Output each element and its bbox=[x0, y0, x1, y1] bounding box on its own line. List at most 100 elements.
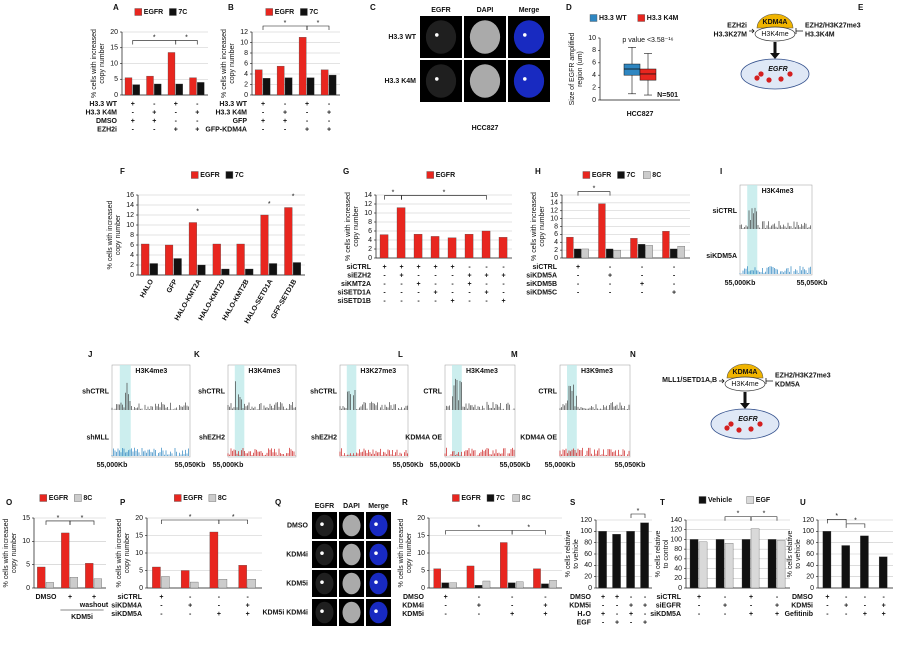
nucleus bbox=[469, 64, 501, 98]
egfr-signal bbox=[320, 522, 324, 526]
y-tick-label: 8 bbox=[244, 50, 248, 57]
y-tick-label: 15 bbox=[417, 532, 425, 539]
bar bbox=[124, 77, 133, 96]
row-label: GFP bbox=[233, 118, 248, 125]
y-axis-label: copy number bbox=[11, 532, 18, 573]
sample-label: CTRL bbox=[423, 388, 442, 395]
amplicon bbox=[736, 427, 742, 433]
row-mark: + bbox=[433, 289, 437, 296]
sample-label: KDM4A OE bbox=[520, 434, 557, 441]
significance-bracket bbox=[401, 195, 487, 200]
row-mark: - bbox=[383, 298, 386, 305]
amplicon bbox=[766, 77, 772, 83]
row-mark: - bbox=[826, 602, 829, 609]
nucleus bbox=[315, 572, 334, 595]
significance-label: * bbox=[317, 20, 320, 27]
cell bbox=[710, 408, 780, 440]
bar bbox=[860, 535, 869, 589]
y-axis-label: to vehicle bbox=[795, 539, 802, 569]
highlight bbox=[346, 365, 357, 457]
coordinate-label: 55,000Kb bbox=[545, 462, 576, 469]
row-mark: - bbox=[400, 298, 403, 305]
bar bbox=[221, 268, 230, 276]
y-axis-label: % cells with increased bbox=[116, 518, 123, 587]
row-mark: + bbox=[775, 611, 779, 618]
y-tick-label: 100 bbox=[802, 528, 814, 535]
row-label: KDM5i bbox=[791, 602, 813, 609]
bar bbox=[197, 82, 205, 96]
y-tick-label: 10 bbox=[126, 222, 134, 229]
y-axis-label: copy number bbox=[124, 532, 131, 573]
row-mark: + bbox=[629, 602, 633, 609]
row-mark: + bbox=[159, 594, 163, 601]
significance-label: * bbox=[835, 513, 838, 520]
row-label: EZH2i bbox=[97, 126, 117, 133]
row-mark: - bbox=[577, 281, 580, 288]
highlight bbox=[747, 185, 758, 275]
nucleus bbox=[315, 601, 334, 624]
track-mark-label: H3K9me3 bbox=[581, 368, 613, 375]
row-label: DMSO bbox=[96, 118, 118, 125]
row-mark: - bbox=[485, 264, 488, 271]
row-mark: + bbox=[444, 594, 448, 601]
y-tick-label: 2 bbox=[244, 81, 248, 88]
bar bbox=[724, 543, 734, 589]
coverage bbox=[227, 381, 296, 410]
nucleus bbox=[342, 572, 361, 595]
bar bbox=[481, 230, 491, 259]
amplicon bbox=[778, 76, 784, 82]
y-tick-label: 6 bbox=[554, 231, 558, 238]
gene-label: EGFR bbox=[768, 66, 787, 73]
sample-label: shEZH2 bbox=[199, 434, 225, 441]
row-mark: + bbox=[246, 602, 250, 609]
legend-swatch bbox=[582, 171, 591, 179]
y-tick-label: 60 bbox=[584, 551, 592, 558]
y-tick-label: 6 bbox=[130, 242, 134, 249]
nucleus bbox=[369, 601, 388, 624]
row-mark: + bbox=[467, 272, 471, 279]
significance-label: * bbox=[637, 508, 640, 515]
y-axis-label: region (um) bbox=[577, 51, 584, 87]
bar bbox=[260, 214, 269, 276]
box bbox=[639, 68, 657, 81]
y-axis-label: % cells with increased bbox=[398, 518, 405, 587]
legend-label: 7C bbox=[627, 172, 636, 179]
bar bbox=[292, 262, 301, 276]
y-tick-label: 15 bbox=[135, 532, 143, 539]
y-axis-label: % cells with increased bbox=[531, 192, 538, 261]
column-label: DAPI bbox=[477, 7, 494, 14]
panel-letter: K bbox=[194, 350, 200, 359]
bar bbox=[165, 244, 174, 276]
highlight bbox=[119, 365, 131, 457]
panel-letter: G bbox=[343, 167, 349, 176]
coverage bbox=[111, 447, 189, 456]
significance-bracket bbox=[69, 520, 95, 525]
significance-label: * bbox=[232, 514, 235, 521]
coordinate-label: 55,050Kb bbox=[175, 462, 206, 469]
row-mark: + bbox=[399, 272, 403, 279]
y-tick-label: 100 bbox=[580, 528, 592, 535]
row-mark: - bbox=[616, 611, 619, 618]
row-label: DMSO bbox=[792, 594, 814, 601]
column-label: Merge bbox=[368, 503, 389, 510]
row-label: KDM5i KDM4i bbox=[262, 609, 308, 616]
y-tick-label: 0 bbox=[368, 255, 372, 262]
bar bbox=[630, 238, 638, 259]
y-tick-label: 120 bbox=[580, 517, 592, 524]
y-tick-label: 40 bbox=[806, 562, 814, 569]
row-label: siCTRL bbox=[118, 594, 143, 601]
row-mark: + bbox=[601, 611, 605, 618]
row-mark: - bbox=[444, 602, 447, 609]
row-mark: + bbox=[601, 594, 605, 601]
significance-label: * bbox=[854, 518, 857, 525]
y-tick-label: 20 bbox=[806, 574, 814, 581]
row-mark: - bbox=[609, 289, 612, 296]
bar bbox=[85, 563, 94, 589]
row-mark: - bbox=[502, 289, 505, 296]
row-mark: + bbox=[697, 594, 701, 601]
row-mark: - bbox=[776, 594, 779, 601]
y-tick-label: 8 bbox=[368, 219, 372, 226]
legend-swatch bbox=[452, 494, 460, 502]
row-mark: + bbox=[416, 264, 420, 271]
